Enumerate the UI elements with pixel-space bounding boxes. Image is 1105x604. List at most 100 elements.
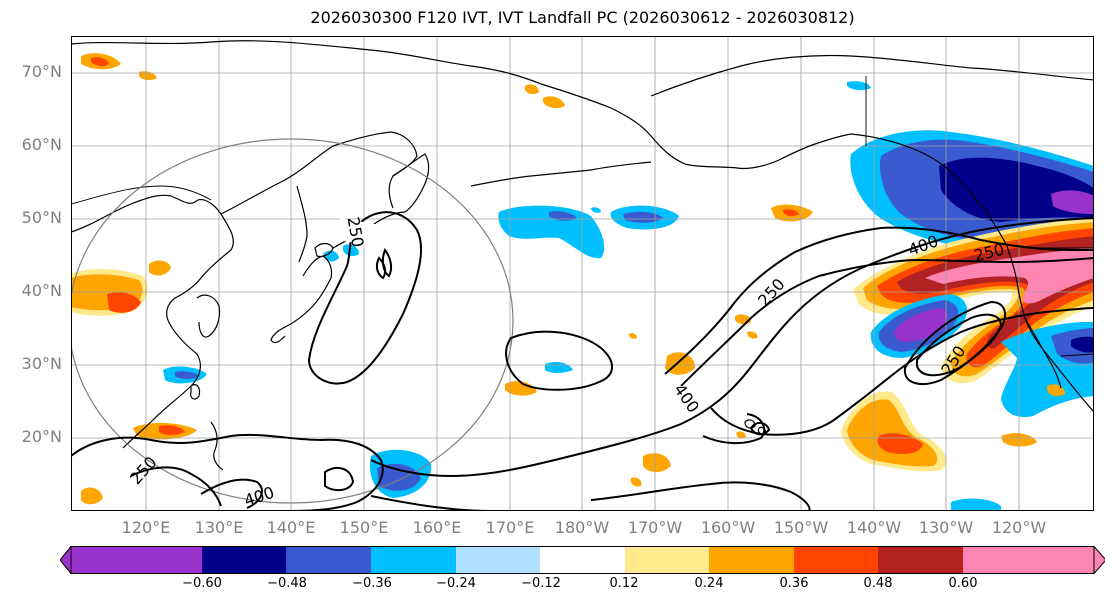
contour-250 bbox=[505, 330, 613, 391]
coastline-nw-america bbox=[850, 133, 1094, 413]
lat-label: 50°N bbox=[21, 208, 62, 227]
colorbar-cell bbox=[371, 546, 456, 574]
contour-400 bbox=[680, 257, 1094, 387]
positive-anomaly-region bbox=[747, 331, 758, 339]
positive-anomaly-region bbox=[643, 453, 671, 472]
positive-anomaly-region bbox=[736, 431, 746, 439]
colorbar-tick-label: 0.60 bbox=[948, 576, 978, 591]
border-us-mexico bbox=[1060, 353, 1094, 357]
lon-label: 140°E bbox=[266, 518, 316, 537]
contour-250-closed bbox=[903, 300, 1007, 385]
coastline-alaska-north bbox=[650, 54, 1094, 97]
contour-250-small bbox=[381, 247, 393, 278]
negative-anomaly-region bbox=[951, 498, 1001, 511]
contour-250-small bbox=[749, 422, 771, 436]
coastline-asia-north bbox=[71, 40, 472, 67]
lon-label: 150°E bbox=[339, 518, 389, 537]
lat-label: 20°N bbox=[21, 427, 62, 446]
coastline-taiwan bbox=[190, 384, 201, 400]
lat-label: 70°N bbox=[21, 62, 62, 81]
contour-250 bbox=[590, 481, 811, 511]
negative-anomaly-region bbox=[591, 207, 601, 213]
colorbar-outline bbox=[60, 546, 72, 574]
graticule-lines bbox=[71, 36, 1094, 511]
colorbar-tick-label: 0.48 bbox=[863, 576, 893, 591]
lon-label: 160°W bbox=[700, 518, 756, 537]
contour-250 bbox=[307, 211, 423, 385]
positive-anomaly-region bbox=[159, 425, 185, 435]
lon-label: 140°W bbox=[846, 518, 902, 537]
coastline-hokkaido bbox=[314, 242, 334, 258]
map-panel: 250 250 250 250 250 400 400 400 bbox=[71, 36, 1094, 511]
colorbar-extend-low bbox=[60, 546, 202, 574]
negative-anomaly-region bbox=[377, 463, 421, 491]
positive-anomaly-region bbox=[525, 84, 539, 95]
colorbar-cell bbox=[540, 546, 625, 574]
colorbar-cell bbox=[878, 546, 963, 574]
coastline-korea bbox=[196, 294, 221, 338]
negative-anomaly-region bbox=[175, 371, 199, 379]
lon-label: 170°E bbox=[485, 518, 535, 537]
positive-anomaly-region bbox=[149, 260, 171, 276]
colorbar-tick-label: 0.24 bbox=[694, 576, 724, 591]
colorbar-tick-label: 0.12 bbox=[609, 576, 639, 591]
colorbar-tick-label: −0.48 bbox=[267, 576, 307, 591]
coastline-aleutians bbox=[470, 161, 652, 187]
coastline-alaska bbox=[470, 65, 852, 170]
colorbar-cell bbox=[709, 546, 794, 574]
negative-anomaly-region bbox=[847, 81, 871, 91]
lon-label: 120°E bbox=[121, 518, 171, 537]
map-border bbox=[71, 36, 1094, 511]
coastline-philippines bbox=[210, 421, 224, 471]
lon-label: 160°E bbox=[412, 518, 462, 537]
contour-400 bbox=[130, 466, 222, 507]
colorbar-tick-label: −0.12 bbox=[521, 576, 561, 591]
ivt-contours bbox=[71, 211, 1094, 511]
positive-anomaly-region bbox=[630, 477, 642, 487]
colorbar-cell bbox=[456, 546, 540, 574]
colorbar-cell bbox=[202, 546, 286, 574]
contour-400 bbox=[200, 478, 263, 509]
negative-anomaly-region bbox=[623, 211, 663, 223]
colorbar bbox=[60, 546, 1105, 574]
range-circle bbox=[71, 138, 514, 504]
contour-400-closed bbox=[324, 466, 355, 492]
colorbar-cell bbox=[625, 546, 709, 574]
map-canvas: 250 250 250 250 250 400 400 400 bbox=[71, 36, 1094, 511]
page-title: 2026030300 F120 IVT, IVT Landfall PC (20… bbox=[310, 8, 855, 27]
colorbar-tick-label: −0.36 bbox=[352, 576, 392, 591]
colorbar-tick-label: 0.36 bbox=[779, 576, 809, 591]
coastline-baja bbox=[1024, 317, 1062, 389]
positive-anomaly-region bbox=[81, 487, 103, 505]
colorbar-cell bbox=[794, 546, 878, 574]
contour-250 bbox=[370, 217, 1094, 478]
positive-anomaly-region bbox=[629, 333, 637, 339]
lon-label: 180°W bbox=[554, 518, 610, 537]
colorbar-extend-high bbox=[963, 546, 1105, 574]
positive-anomaly-region bbox=[505, 381, 537, 396]
lat-label: 40°N bbox=[21, 281, 62, 300]
colorbar-tick-label: −0.24 bbox=[436, 576, 476, 591]
lon-label: 170°W bbox=[627, 518, 683, 537]
negative-anomaly-region bbox=[549, 211, 577, 221]
coastline-sakhalin bbox=[296, 185, 308, 263]
contour-400 bbox=[664, 226, 1094, 375]
negative-anomaly-region bbox=[343, 244, 359, 257]
colorbar-tick-label: −0.60 bbox=[182, 576, 222, 591]
positive-anomaly-region bbox=[665, 352, 695, 375]
lat-label: 30°N bbox=[21, 354, 62, 373]
contour-250 bbox=[71, 433, 384, 511]
negative-anomaly-region bbox=[1071, 336, 1094, 353]
coastline-kamchatka bbox=[392, 153, 430, 213]
contour-250 bbox=[702, 413, 766, 444]
negative-anomaly-region bbox=[1051, 190, 1094, 214]
colorbar-cell bbox=[286, 546, 371, 574]
lon-label: 120°W bbox=[991, 518, 1047, 537]
positive-anomaly-region bbox=[107, 292, 141, 313]
positive-anomaly-region bbox=[139, 71, 157, 81]
positive-anomaly-region bbox=[91, 57, 109, 67]
lon-label: 130°E bbox=[194, 518, 244, 537]
lon-label: 150°W bbox=[773, 518, 829, 537]
positive-anomaly-region bbox=[783, 209, 799, 217]
lat-label: 60°N bbox=[21, 135, 62, 154]
